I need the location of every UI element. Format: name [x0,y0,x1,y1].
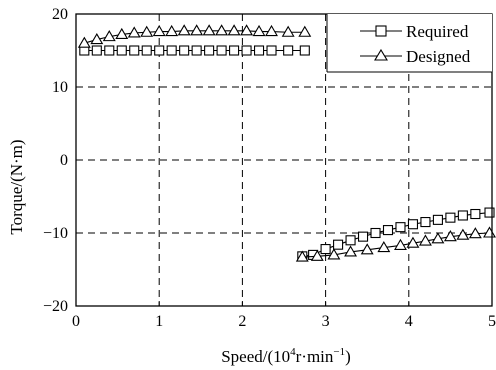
point-required [283,45,294,56]
legend-label-required: Required [406,22,469,41]
x-axis-label-superscript-2: −1 [333,346,345,358]
point-designed [227,24,241,36]
point-designed [443,230,457,242]
y-tick-label: 10 [52,79,68,96]
point-required [357,231,369,242]
x-tick-label: 2 [238,313,246,330]
x-axis-label-unit: r·min [296,347,334,366]
point-required [116,45,127,56]
point-designed [152,24,166,37]
point-designed [456,228,470,240]
point-designed [202,24,216,36]
legend-item-designed: Designed [360,47,471,66]
y-tick-label: −20 [43,298,68,315]
legend-square-marker-icon [375,25,387,37]
legend-label-designed: Designed [406,47,471,66]
point-designed [281,25,295,37]
point-required [333,239,344,250]
series-line-required [302,212,490,257]
point-designed [165,24,179,37]
point-designed [102,30,116,42]
point-required [432,214,443,225]
x-axis-label-superscript: 4 [290,346,296,358]
x-axis-label-close: ) [345,347,351,366]
legend-triangle-marker-icon [374,48,388,61]
point-designed [298,25,312,37]
point-required [407,219,419,230]
point-required [457,210,468,221]
point-designed [360,243,374,255]
x-tick-label: 0 [72,313,80,330]
point-required [345,235,356,246]
point-designed [327,248,341,260]
point-designed [377,241,391,253]
point-required [484,207,495,218]
point-designed [344,245,358,257]
point-required [382,225,394,236]
point-required [266,45,277,56]
point-required [445,212,456,223]
y-axis-label: Torque/(N·m) [7,139,26,234]
point-required [104,45,115,56]
point-designed [265,24,278,37]
x-axis-label-main: Speed/(10 [221,347,290,366]
point-designed [431,232,445,244]
point-designed [127,26,141,38]
point-required [370,227,381,239]
point-required [470,208,481,220]
point-required [129,45,140,56]
tick-labels: 0 1 2 3 4 5 20 10 0 −10 −20 [43,6,496,330]
legend: Required Designed [326,14,492,73]
point-required [216,45,227,56]
point-designed [177,24,191,36]
point-required [141,45,152,56]
y-tick-label: −10 [43,225,68,242]
point-designed [215,24,229,36]
point-designed [295,250,309,262]
point-designed [468,227,482,239]
y-tick-label: 0 [60,152,68,169]
point-designed [140,25,154,37]
point-designed [240,24,254,36]
point-required [299,45,310,56]
point-designed [252,24,266,37]
point-designed [394,238,407,250]
point-required [191,45,202,56]
series-layer [77,24,496,262]
x-tick-label: 1 [155,313,163,330]
point-designed [90,32,104,45]
point-required [395,222,406,233]
legend-item-required: Required [360,22,469,41]
point-required [253,45,265,56]
point-designed [483,226,496,238]
x-axis-label: Speed/(104r·min−1) [221,346,351,366]
x-tick-label: 3 [322,313,330,330]
x-tick-label: 4 [405,313,413,330]
point-designed [418,234,432,246]
point-required [320,244,331,255]
y-tick-label: 20 [52,6,68,23]
point-required [91,45,102,56]
point-designed [310,249,324,261]
point-required [166,45,177,56]
x-tick-label: 5 [488,313,496,330]
point-required [229,45,240,56]
point-required [179,45,190,56]
point-designed [115,27,129,39]
point-required [204,45,215,56]
point-designed [406,236,420,248]
point-designed [77,36,91,48]
point-required [154,45,165,56]
point-required [241,45,252,56]
point-required [420,217,431,228]
point-designed [190,24,204,36]
